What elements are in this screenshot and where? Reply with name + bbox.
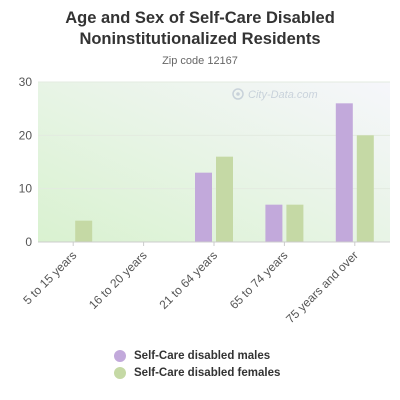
x-tick-label: 16 to 20 years xyxy=(86,248,150,312)
bar-females xyxy=(75,220,93,242)
bar-males xyxy=(335,103,353,242)
bar-males xyxy=(195,172,212,242)
y-tick-label: 20 xyxy=(19,128,33,142)
chart-subtitle: Zip code 12167 xyxy=(162,55,238,67)
x-tick-label: 21 to 64 years xyxy=(156,248,220,312)
watermark-text: City-Data.com xyxy=(248,89,318,101)
y-tick-label: 30 xyxy=(19,75,33,89)
x-tick-label: 65 to 74 years xyxy=(227,248,291,312)
bar-females xyxy=(286,204,304,242)
legend-item-males: Self-Care disabled males xyxy=(114,348,280,364)
chart-title: Age and Sex of Self-Care Disabled Nonins… xyxy=(65,9,335,48)
y-tick-label: 10 xyxy=(19,182,33,196)
legend-label-males: Self-Care disabled males xyxy=(134,350,271,362)
legend: Self-Care disabled males Self-Care disab… xyxy=(114,348,280,382)
x-tick-label: 5 to 15 years xyxy=(20,248,79,307)
y-tick-label: 0 xyxy=(25,235,32,249)
legend-label-females: Self-Care disabled females xyxy=(134,367,281,379)
legend-swatch-males xyxy=(114,350,126,362)
x-tick-label: 75 years and over xyxy=(283,248,361,326)
watermark: City-Data.com xyxy=(232,88,318,101)
bar-females xyxy=(216,156,233,242)
bar-males xyxy=(265,204,283,242)
bar-females xyxy=(356,135,374,242)
legend-item-females: Self-Care disabled females xyxy=(114,365,280,381)
legend-swatch-females xyxy=(114,367,126,379)
plot-area xyxy=(38,82,390,242)
